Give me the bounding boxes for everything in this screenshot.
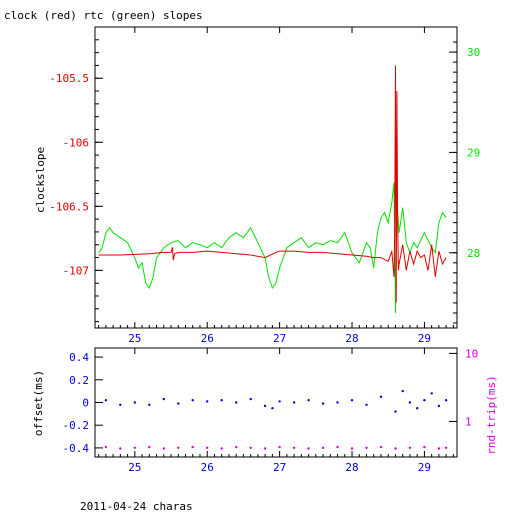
y-tick-label: -0.4	[63, 442, 90, 455]
x-tick-label: 27	[273, 332, 286, 345]
rtt-point	[220, 447, 223, 450]
y-tick-label: -106	[63, 136, 90, 149]
bottom-ylabel: offset(ms)	[32, 370, 45, 436]
rtc-slope-line	[98, 182, 447, 314]
rtt-point	[321, 446, 325, 449]
rtt-point	[444, 446, 448, 449]
offset-point	[350, 399, 354, 402]
x-tick-label: 28	[345, 461, 358, 474]
y-tick-label: 0.2	[69, 374, 89, 387]
offset-point	[416, 407, 419, 410]
x-tick-label: 29	[418, 461, 431, 474]
y2-tick-label: 30	[467, 46, 480, 59]
y2-tick-label: 10	[465, 347, 478, 360]
rtt-point	[350, 447, 354, 450]
y-tick-label: 0	[82, 397, 89, 410]
rtt-point	[437, 447, 441, 450]
y-tick-label: -106.5	[49, 200, 89, 213]
x-tick-label: 29	[418, 332, 431, 345]
top-series	[98, 65, 447, 314]
offset-point	[235, 401, 238, 404]
y-tick-label: -105.5	[49, 72, 89, 85]
offset-point	[365, 403, 368, 406]
rtt-point	[133, 446, 136, 449]
offset-point	[379, 395, 383, 398]
rtt-point	[278, 445, 281, 449]
x-tick-label: 28	[345, 332, 358, 345]
x-tick-label: 26	[201, 461, 214, 474]
offset-point	[408, 401, 412, 404]
offset-point	[104, 399, 108, 402]
offset-point	[249, 397, 252, 401]
rtt-point	[148, 445, 151, 449]
rtt-point	[408, 446, 412, 449]
rtt-point	[162, 447, 165, 450]
clock-slope-line	[98, 65, 447, 303]
rtt-point	[206, 446, 209, 449]
offset-point	[119, 403, 122, 406]
y-tick-label: -107	[63, 264, 90, 277]
rtt-point	[365, 446, 368, 449]
rtt-point	[394, 447, 397, 450]
y2-tick-label: 1	[465, 415, 472, 428]
footer-text: 2011-04-24 charas	[80, 500, 193, 512]
x-tick-label: 27	[273, 461, 286, 474]
rtt-point	[235, 445, 238, 449]
offset-point	[430, 392, 433, 395]
bottom-ticks: 25 26 27 28 29 0.4 0.2 0 -0.2 -0.4 10 1	[63, 347, 479, 474]
offset-point	[437, 404, 441, 408]
x-tick-label: 25	[128, 461, 141, 474]
offset-point	[423, 399, 426, 402]
chart-title: clock (red) rtc (green) slopes	[4, 9, 203, 22]
rtt-point	[177, 446, 180, 449]
bottom-series	[104, 389, 448, 450]
rtt-point	[307, 447, 310, 450]
offset-point	[401, 389, 404, 393]
y-tick-label: -0.2	[63, 419, 90, 432]
rtt-point	[104, 445, 108, 449]
x-tick-label: 26	[201, 332, 214, 345]
bottom-plot-frame	[94, 347, 458, 458]
offset-point	[206, 400, 209, 403]
offset-point	[220, 399, 223, 402]
rtt-point	[249, 446, 252, 449]
top-ticks: 25 26 27 28 29 -105.5 -106 -106.5 -107 28 29 30	[49, 27, 480, 345]
y2-tick-label: 29	[467, 146, 480, 159]
offset-point	[292, 401, 296, 404]
rtt-point	[191, 445, 194, 449]
top-ylabel: clockslope	[34, 147, 47, 213]
offset-point	[191, 399, 194, 402]
x-tick-label: 25	[128, 332, 141, 345]
y2-tick-label: 28	[467, 247, 480, 260]
rtt-point	[119, 447, 122, 450]
offset-point	[321, 402, 325, 405]
top-panel: 25 26 27 28 29 -105.5 -106 -106.5 -107 28 29 30 clo…	[34, 26, 480, 345]
offset-point	[394, 410, 397, 413]
offset-point	[336, 401, 339, 404]
offset-point	[133, 401, 136, 404]
y-tick-label: 0.4	[69, 351, 89, 364]
offset-point	[307, 399, 310, 402]
offset-point	[177, 402, 180, 405]
rtt-point	[423, 445, 426, 449]
offset-point	[271, 407, 274, 410]
rtt-point	[292, 446, 296, 449]
bottom-y2label: rnd-trip(ms)	[485, 375, 498, 454]
offset-point	[263, 404, 267, 408]
offset-point	[148, 403, 151, 406]
rtt-point	[336, 445, 339, 449]
top-plot-frame	[94, 26, 458, 329]
offset-point	[278, 400, 281, 403]
offset-point	[162, 397, 165, 401]
offset-point	[444, 399, 448, 402]
rtt-point	[379, 445, 383, 449]
rtt-point	[263, 447, 267, 450]
